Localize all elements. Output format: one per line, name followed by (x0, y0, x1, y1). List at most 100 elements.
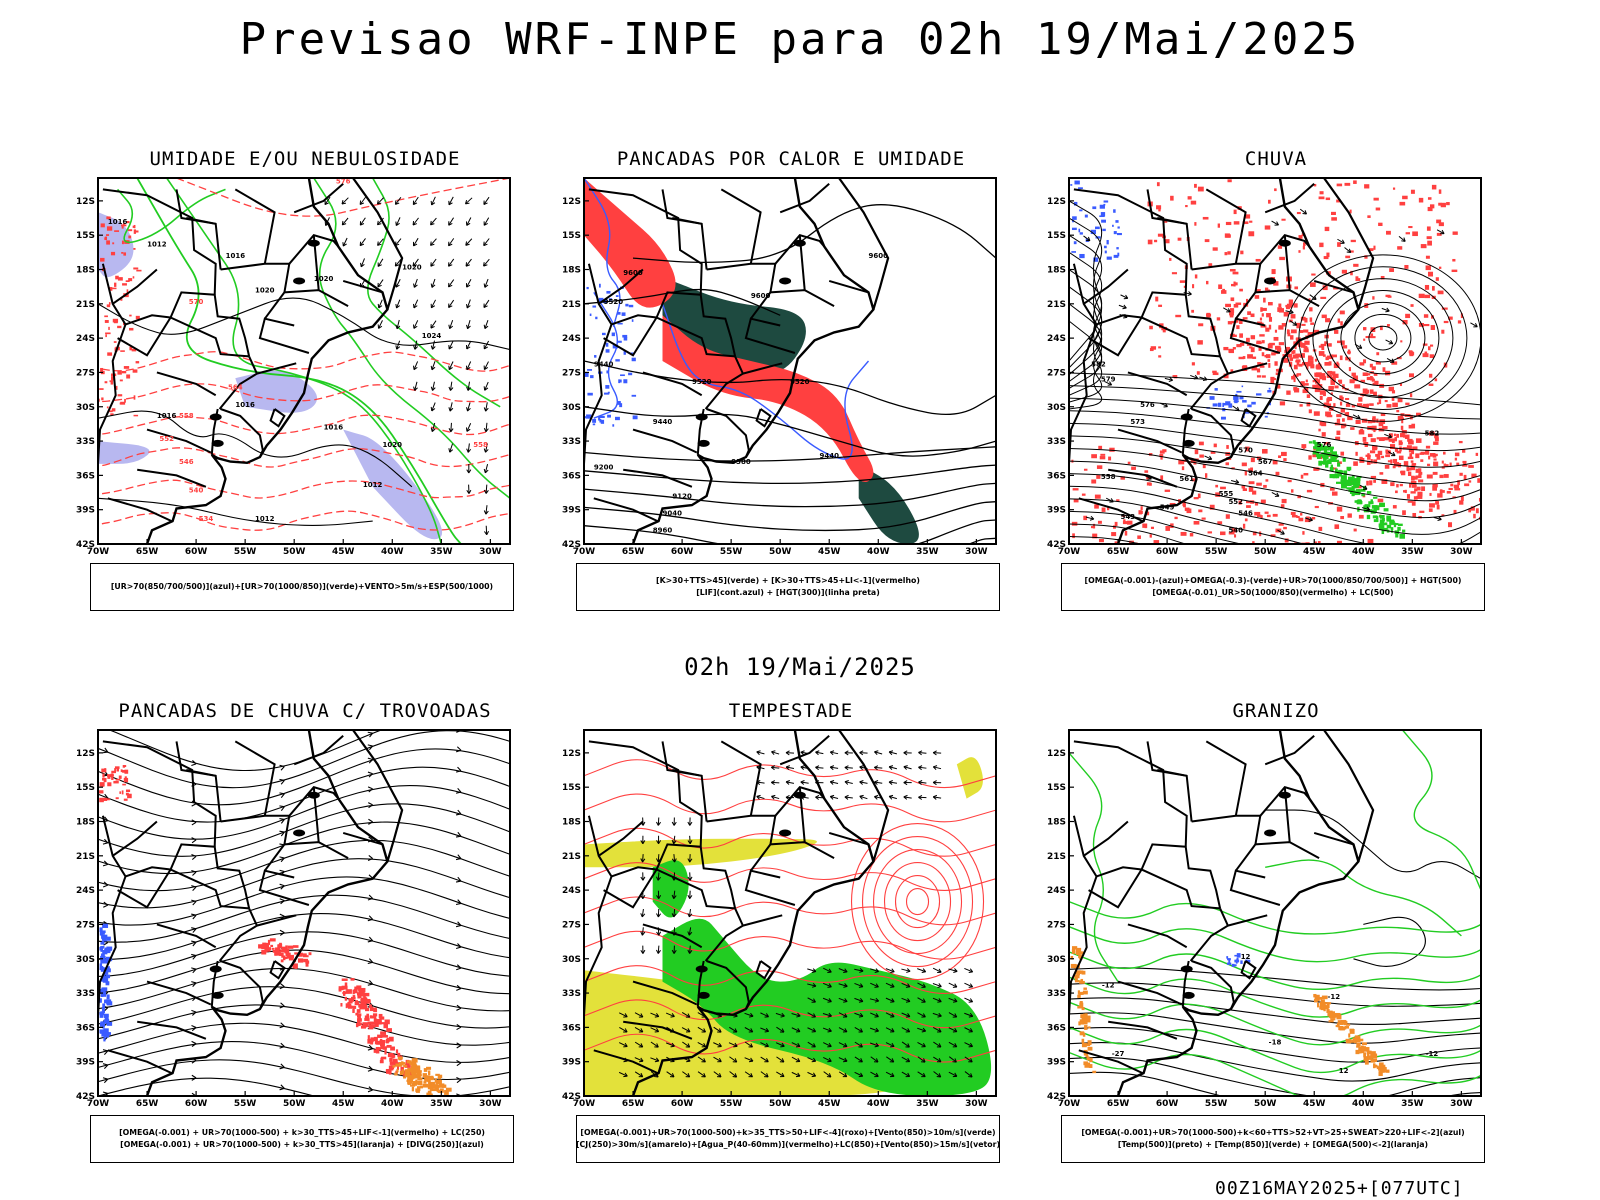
storm-orange-cell (429, 1077, 434, 1080)
rain-green-cell (1345, 481, 1352, 487)
rain-red-cell (1350, 270, 1353, 276)
lon-tick-label: 40W (1352, 1099, 1375, 1109)
state-border (186, 769, 222, 822)
rain-red-south-cell (1366, 480, 1369, 486)
rain-red-south-cell (1381, 479, 1388, 484)
rain-red-cell (1279, 256, 1285, 261)
divg-blue-cell (106, 966, 110, 970)
blue-speckle-cell (612, 424, 615, 427)
rain-red-band-cell (1330, 379, 1335, 385)
divg-blue-cell (99, 927, 103, 932)
state-border (175, 741, 216, 777)
rain-red-cell (1349, 250, 1354, 253)
rain-red-band-cell (1403, 461, 1409, 466)
rain-red-cell (1427, 206, 1433, 212)
red-speckle-cell (117, 277, 123, 281)
hail-blue-cell (1234, 954, 1239, 957)
rain-red-south-cell (1297, 495, 1301, 499)
rain-red-band-cell (1230, 308, 1235, 313)
rain-red-band-cell (1256, 368, 1261, 373)
rain-green-cell (1332, 474, 1337, 479)
rain-red-band-cell (1257, 362, 1261, 365)
streamline-arrow (1271, 492, 1280, 497)
state-border (288, 786, 340, 817)
hail-blue-cell (1236, 957, 1239, 961)
lat-tick-label: 39S (1047, 1058, 1066, 1068)
red-speckle-cell (108, 410, 113, 413)
blue-speckle-cell (612, 344, 618, 349)
blue-speckle-cell (631, 394, 637, 397)
state-border (1140, 291, 1222, 358)
rain-red-band-cell (1314, 387, 1321, 393)
omega-orange-cell (1344, 1026, 1350, 1029)
rain-red-south-cell (1283, 526, 1287, 530)
storm-red-cell (400, 1066, 404, 1071)
thickness-label: 534 (199, 515, 214, 523)
rain-red-band-cell (1242, 365, 1248, 368)
storm-red-cell (350, 978, 355, 981)
streamline-arrow (102, 730, 105, 731)
rain-red-cell (1427, 240, 1432, 246)
state-border (603, 868, 658, 909)
state-border (1069, 324, 1098, 468)
rain-red-band-cell (1223, 346, 1229, 351)
rain-red-south-cell (1250, 457, 1255, 463)
rain-red-band-cell (1389, 444, 1396, 449)
red-speckle-cell (119, 379, 123, 382)
rain-red-band-cell (1415, 475, 1420, 479)
wind-vector (838, 997, 848, 1003)
omega-orange-cell (1357, 1051, 1362, 1054)
wind-vector (650, 1027, 660, 1033)
rain-red-south-cell (1356, 486, 1362, 489)
pressure-label: 1012 (255, 515, 275, 523)
storm-orange-cell (441, 1084, 447, 1088)
wind-vector (465, 361, 472, 371)
lat-tick-label: 18S (76, 818, 95, 828)
red-speckle-cell (108, 326, 110, 330)
omega-orange-cell (1336, 1022, 1340, 1028)
temp850-contour (1069, 900, 1481, 935)
rain-red-band-cell (1391, 396, 1395, 401)
rain-red-cell (1169, 257, 1172, 261)
rain-red-cell (1310, 282, 1316, 287)
rain-red-band-cell (1345, 356, 1349, 361)
storm-orange-cell (444, 1090, 449, 1095)
rain-red-band-cell (1432, 471, 1438, 475)
rain-red-cell (1333, 287, 1339, 290)
state-border (1229, 317, 1281, 354)
divg-blue-cell (105, 999, 109, 1004)
storm-red-cell (373, 1036, 378, 1042)
lat-tick-label: 24S (562, 334, 581, 344)
temp500-contour (1069, 1071, 1481, 1096)
rain-red-south (1071, 441, 1388, 544)
rain-red-band-cell (1229, 312, 1234, 316)
lat-tick-label: 12S (1047, 749, 1066, 759)
rain-red-south-cell (1091, 454, 1097, 459)
rain-blue-cell (1113, 209, 1116, 213)
rain-red-cell (1399, 201, 1406, 206)
state-border (704, 907, 745, 962)
rain-green-cell (1351, 475, 1355, 479)
storm-red-cell (305, 961, 309, 967)
wind-vector (394, 238, 402, 247)
rain-red-cell (1197, 186, 1204, 192)
rain-red-cell (1457, 320, 1462, 324)
rain-red-band-cell (1391, 440, 1395, 444)
divg-blue-cell (104, 972, 107, 976)
red-speckle-cell (127, 229, 133, 232)
lon-tick-label: 60W (1156, 547, 1179, 557)
wind-vector (671, 945, 677, 954)
rain-red-cell (1217, 223, 1220, 228)
omega-orange-cell (1330, 1018, 1336, 1021)
rain-red-south-cell (1220, 486, 1226, 490)
wind-vector (413, 299, 419, 309)
panel-title: PANCADAS DE CHUVA C/ TROVOADAS (118, 700, 492, 722)
rain-green-cell (1402, 529, 1406, 533)
wind-vector (448, 217, 454, 226)
omega-orange-cell (1319, 1001, 1326, 1007)
rain-red-band-cell (1415, 468, 1421, 473)
divg-blue-cell (101, 1006, 105, 1012)
red-speckle-cell (128, 278, 133, 282)
wind-vector (948, 1012, 958, 1018)
rain-red-band-cell (1326, 355, 1331, 360)
